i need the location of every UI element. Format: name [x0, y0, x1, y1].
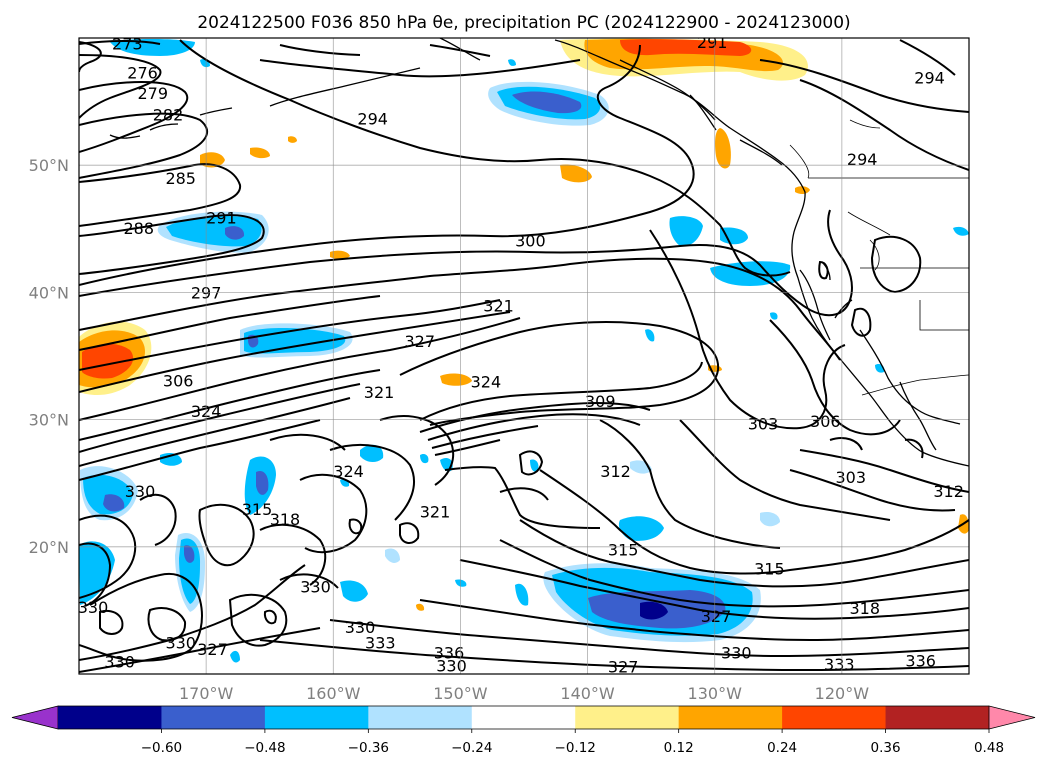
contour-label: 288	[123, 219, 154, 238]
contour-label: 324	[333, 462, 364, 481]
colorbar-extend-low	[11, 705, 59, 730]
colorbar-tick-label: −0.60	[141, 740, 182, 756]
colorbar-tick-label: −0.12	[555, 740, 596, 756]
colorbar-segment	[575, 706, 680, 729]
contour-label: 321	[364, 383, 395, 402]
contour-label: 315	[242, 500, 273, 519]
contour-label: 315	[608, 541, 639, 560]
contour-label: 276	[127, 64, 158, 83]
contour-label: 279	[137, 84, 168, 103]
contour-label: 330	[125, 482, 156, 501]
colorbar-tick-label: −0.36	[348, 740, 389, 756]
colorbar-tick-label: 0.48	[974, 740, 1004, 756]
x-axis-ticks: 170°W 160°W 150°W 140°W 130°W 120°W	[179, 684, 869, 703]
colorbar-tick-label: −0.48	[244, 740, 285, 756]
y-tick-label: 30°N	[29, 411, 69, 430]
contour-label: 321	[420, 502, 451, 521]
colorbar-segment	[782, 706, 887, 729]
x-tick-label: 120°W	[815, 684, 870, 703]
map-panel: 2732762792822852882912942912942942973003…	[78, 33, 969, 677]
colorbar-segment	[368, 706, 473, 729]
contour-label: 315	[754, 560, 785, 579]
contour-label: 318	[849, 599, 880, 618]
y-axis-ticks: 20°N 30°N 40°N 50°N	[29, 156, 69, 557]
contour-label: 303	[748, 415, 779, 434]
x-tick-label: 130°W	[688, 684, 743, 703]
contour-label: 336	[905, 651, 936, 670]
contour-label: 327	[404, 332, 435, 351]
contour-labels: 2732762792822852882912942912942942973003…	[78, 33, 964, 677]
colorbar-segment	[264, 706, 369, 729]
colorbar-ticks: −0.60 −0.48 −0.36 −0.24 −0.12 0.12 0.24 0.36 0.4…	[141, 729, 1004, 756]
contour-label: 273	[112, 34, 143, 53]
contour-label: 300	[515, 232, 546, 251]
colorbar	[11, 705, 1036, 730]
colorbar-tick-label: 0.36	[871, 740, 901, 756]
contour-label: 285	[165, 169, 196, 188]
contour-label: 318	[270, 510, 301, 529]
country-borders	[789, 119, 969, 396]
gridlines	[79, 38, 969, 674]
x-tick-label: 150°W	[433, 684, 488, 703]
contour-label: 330	[436, 656, 467, 675]
x-tick-label: 140°W	[560, 684, 615, 703]
colorbar-outline	[58, 705, 989, 730]
map-frame	[78, 37, 970, 675]
colorbar-extend-high	[988, 705, 1036, 730]
chart-title: 2024122500 F036 850 hPa θe, precipitatio…	[197, 13, 850, 33]
colorbar-segment	[58, 706, 162, 729]
contour-label: 291	[697, 33, 728, 52]
colorbar-tick-label: 0.24	[767, 740, 797, 756]
precipitation-shading	[79, 38, 969, 663]
theta-e-contours	[79, 39, 969, 673]
colorbar-tick-label: −0.24	[451, 740, 492, 756]
contour-label: 333	[824, 655, 855, 674]
colorbar-segment	[678, 706, 783, 729]
contour-label: 309	[585, 392, 616, 411]
contour-label: 312	[600, 462, 631, 481]
contour-label: 327	[701, 607, 732, 626]
contour-label: 327	[608, 658, 639, 677]
contour-label: 324	[471, 373, 502, 392]
contour-label: 330	[300, 578, 331, 597]
contour-label: 294	[914, 69, 945, 88]
contour-label: 306	[810, 412, 841, 431]
contour-label: 327	[197, 640, 228, 659]
contour-label: 330	[345, 618, 376, 637]
y-tick-label: 50°N	[29, 156, 69, 175]
contour-label: 282	[153, 106, 184, 125]
contour-label: 306	[163, 371, 194, 390]
contour-label: 333	[365, 633, 396, 652]
colorbar-segment	[161, 706, 266, 729]
contour-label: 330	[104, 653, 135, 672]
contour-label: 330	[721, 644, 752, 663]
contour-label: 336	[434, 644, 465, 663]
colorbar-tick-label: 0.12	[664, 740, 694, 756]
x-tick-label: 160°W	[306, 684, 361, 703]
contour-label: 321	[483, 296, 514, 315]
contour-label: 303	[835, 468, 866, 487]
contour-label: 312	[933, 482, 964, 501]
x-tick-label: 170°W	[179, 684, 234, 703]
contour-label: 330	[78, 598, 109, 617]
contour-label: 294	[357, 109, 388, 128]
contour-label: 291	[206, 209, 237, 228]
contour-label: 294	[847, 150, 878, 169]
y-tick-label: 40°N	[29, 283, 69, 302]
y-tick-label: 20°N	[29, 538, 69, 557]
colorbar-segment	[885, 706, 990, 729]
colorbar-segment	[471, 706, 576, 729]
contour-label: 330	[165, 633, 196, 652]
